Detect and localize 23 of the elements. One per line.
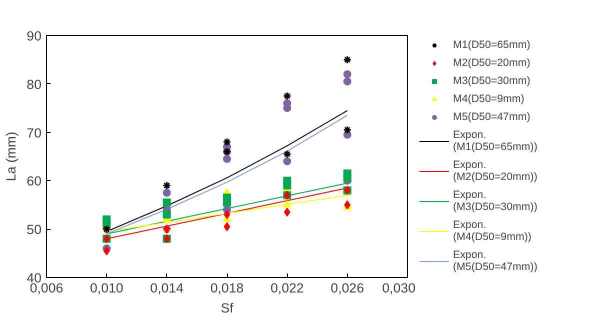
x-tick-label: 0,022 bbox=[270, 280, 304, 296]
legend-label: Expon. (M3(D50=30mm)) bbox=[453, 189, 538, 213]
legend-label: Expon. (M5(D50=47mm)) bbox=[453, 249, 538, 273]
legend-label: Expon. (M2(D50=20mm)) bbox=[453, 159, 538, 183]
y-tick-label: 80 bbox=[26, 76, 42, 92]
legend-label: Expon. (M4(D50=9mm)) bbox=[453, 219, 532, 243]
y-tick-label: 60 bbox=[26, 174, 42, 189]
x-tick-label: 0,010 bbox=[90, 280, 124, 296]
x-tick-label: 0,026 bbox=[330, 280, 364, 296]
y-tick-label: 70 bbox=[26, 125, 42, 140]
y-tick-label: 50 bbox=[26, 222, 42, 238]
legend-label: Expon. (M1(D50=65mm)) bbox=[453, 129, 538, 153]
legend-label: M2(D50=20mm) bbox=[453, 57, 530, 69]
y-tick-label: 90 bbox=[26, 28, 42, 44]
x-tick-label: 0,014 bbox=[150, 280, 184, 296]
x-tick-label: 0,018 bbox=[210, 280, 244, 296]
legend-label: M5(D50=47mm) bbox=[453, 111, 530, 123]
legend-label: M4(D50=9mm) bbox=[453, 93, 524, 105]
legend-label: M3(D50=30mm) bbox=[453, 75, 530, 87]
x-tick-label: 0,030 bbox=[382, 280, 416, 296]
y-axis-title: La (mm) bbox=[4, 132, 19, 182]
x-axis-title: Sf bbox=[220, 300, 234, 316]
legend-label: M1(D50=65mm) bbox=[453, 39, 530, 51]
